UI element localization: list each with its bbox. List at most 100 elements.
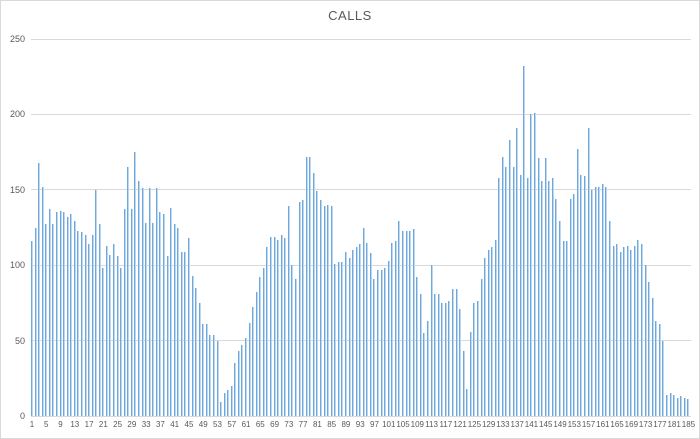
x-axis-tick-label: 61 — [241, 420, 251, 429]
bar — [184, 251, 187, 416]
bar — [34, 227, 37, 416]
gridline — [31, 189, 691, 191]
bar — [202, 324, 205, 416]
bar — [209, 334, 212, 416]
bar — [612, 245, 615, 416]
x-axis-tick-label: 49 — [198, 420, 208, 429]
bar — [277, 239, 280, 416]
bar — [291, 265, 294, 416]
bar — [466, 388, 469, 416]
bar — [38, 162, 41, 416]
bar — [341, 262, 344, 416]
bar — [166, 256, 169, 416]
bar — [223, 393, 226, 416]
bar — [598, 186, 601, 416]
bar — [566, 241, 569, 416]
bar — [605, 186, 608, 416]
x-axis-tick-label: 13 — [70, 420, 80, 429]
bar — [369, 253, 372, 416]
bar — [334, 263, 337, 416]
x-axis-tick-label: 113 — [425, 420, 438, 429]
bar — [419, 293, 422, 416]
x-axis-tick-label: 149 — [553, 420, 567, 429]
bar — [687, 399, 690, 416]
bar — [316, 191, 319, 416]
y-axis-tick-label: 200 — [9, 109, 25, 120]
bar — [259, 277, 262, 416]
bar — [630, 250, 633, 416]
x-axis-tick-label: 161 — [596, 420, 610, 429]
bar — [455, 289, 458, 416]
bar — [120, 268, 123, 416]
bar — [655, 321, 658, 416]
bar — [88, 244, 91, 416]
bar — [626, 245, 629, 416]
bar — [113, 244, 116, 416]
bar — [327, 204, 330, 416]
x-axis-tick-label: 137 — [510, 420, 524, 429]
x-axis-tick-label: 25 — [113, 420, 123, 429]
bar — [227, 390, 230, 416]
bar — [234, 363, 237, 416]
x-axis-tick-label: 165 — [610, 420, 624, 429]
bar — [676, 397, 679, 416]
bar — [633, 245, 636, 416]
bar — [273, 236, 276, 416]
bar — [270, 236, 273, 416]
bar — [391, 242, 394, 416]
bar — [673, 394, 676, 416]
bar — [298, 201, 301, 416]
x-axis-tick-label: 1 — [29, 420, 35, 429]
bar — [355, 247, 358, 416]
bar — [173, 224, 176, 416]
bar — [252, 307, 255, 416]
y-axis-tick-label: 50 — [14, 335, 25, 346]
bar — [469, 331, 472, 416]
bar — [434, 293, 437, 416]
bar — [523, 66, 526, 416]
bar — [138, 180, 141, 416]
x-axis-tick-label: 21 — [98, 420, 108, 429]
bar — [309, 156, 312, 416]
x-axis-tick-label: 145 — [539, 420, 553, 429]
bar — [195, 287, 198, 416]
bar — [451, 289, 454, 416]
bar — [534, 112, 537, 416]
bar — [284, 238, 287, 416]
bar — [52, 224, 55, 416]
bar — [651, 298, 654, 416]
x-axis-tick-label: 181 — [667, 420, 681, 429]
bar — [583, 176, 586, 416]
x-axis-tick-label: 117 — [439, 420, 453, 429]
bar — [348, 257, 351, 416]
bar — [362, 227, 365, 416]
gridline — [31, 113, 691, 115]
bar — [591, 189, 594, 416]
bar — [170, 207, 173, 416]
bar — [541, 180, 544, 416]
y-axis-tick-label: 100 — [9, 260, 25, 271]
bar — [59, 210, 62, 416]
y-axis-tick-label: 150 — [9, 184, 25, 195]
bar — [394, 241, 397, 416]
bar — [220, 402, 223, 416]
x-axis-tick-label: 5 — [44, 420, 49, 429]
plot-area — [31, 38, 691, 417]
bar — [519, 174, 522, 416]
bar — [255, 292, 258, 416]
bar — [163, 213, 165, 416]
bar — [516, 127, 519, 416]
bar — [619, 251, 622, 416]
bar — [505, 167, 508, 416]
bar — [616, 244, 619, 416]
x-axis-tick-label: 41 — [170, 420, 180, 429]
bar — [77, 230, 80, 416]
x-axis-tick-label: 9 — [58, 420, 63, 429]
bar — [601, 183, 604, 416]
bar — [576, 149, 579, 416]
bar — [344, 251, 347, 416]
bar — [366, 242, 369, 416]
bar — [280, 235, 283, 416]
bar — [31, 241, 33, 416]
